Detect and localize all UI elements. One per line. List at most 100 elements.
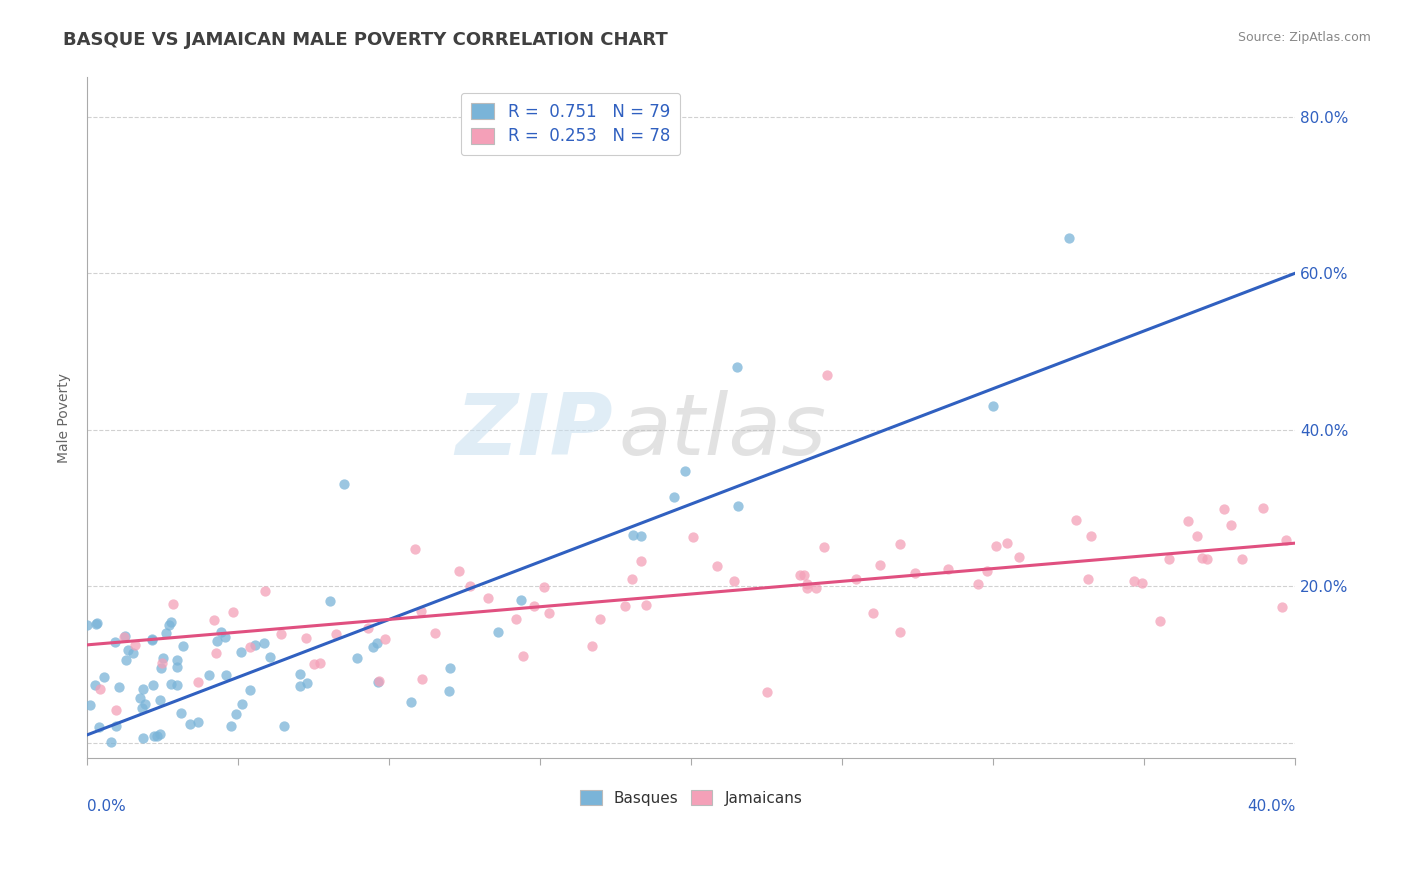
Point xyxy=(187,714,209,729)
Point xyxy=(621,573,644,587)
Point xyxy=(115,653,138,667)
Point xyxy=(1159,552,1181,566)
Point xyxy=(155,626,177,640)
Point xyxy=(1219,518,1241,533)
Point xyxy=(259,650,281,665)
Point xyxy=(793,568,815,582)
Point xyxy=(157,618,180,632)
Point xyxy=(288,679,311,693)
Point xyxy=(160,676,183,690)
Point xyxy=(995,536,1018,550)
Point xyxy=(149,727,172,741)
Point xyxy=(243,638,266,652)
Point xyxy=(806,581,828,595)
Point xyxy=(1077,573,1099,587)
Point xyxy=(253,584,276,599)
Point xyxy=(105,718,128,732)
Point xyxy=(319,594,342,608)
Point xyxy=(983,399,1005,413)
Point xyxy=(512,648,534,663)
Point xyxy=(862,606,884,620)
Text: Source: ZipAtlas.com: Source: ZipAtlas.com xyxy=(1237,31,1371,45)
Point xyxy=(662,490,685,504)
Point xyxy=(214,630,236,644)
Point xyxy=(229,644,252,658)
Point xyxy=(634,599,657,613)
Point xyxy=(1253,501,1275,516)
Point xyxy=(363,640,385,655)
Point xyxy=(105,703,128,717)
Point xyxy=(346,651,368,665)
Point xyxy=(121,646,143,660)
Point xyxy=(589,612,612,626)
Point xyxy=(367,674,389,689)
Point xyxy=(509,592,531,607)
Point xyxy=(613,599,636,613)
Text: 0.0%: 0.0% xyxy=(87,799,127,814)
Point xyxy=(117,642,139,657)
Point xyxy=(1271,599,1294,614)
Point xyxy=(304,657,326,672)
Point xyxy=(796,576,818,591)
Point xyxy=(1230,552,1253,566)
Point xyxy=(477,591,499,606)
Point xyxy=(1275,533,1298,547)
Point xyxy=(486,625,509,640)
Point xyxy=(538,607,561,621)
Point xyxy=(423,625,446,640)
Point xyxy=(411,673,433,687)
Point xyxy=(132,682,155,697)
Point xyxy=(187,674,209,689)
Point xyxy=(100,735,122,749)
Point xyxy=(273,719,295,733)
Point xyxy=(966,577,988,591)
Point xyxy=(366,636,388,650)
Point xyxy=(673,464,696,478)
Point xyxy=(682,530,704,544)
Point xyxy=(202,613,225,627)
Point xyxy=(1212,502,1234,516)
Point xyxy=(87,720,110,734)
Legend: Basques, Jamaicans: Basques, Jamaicans xyxy=(574,784,808,812)
Text: 40.0%: 40.0% xyxy=(1247,799,1295,814)
Point xyxy=(1066,513,1088,527)
Point xyxy=(197,668,219,682)
Point xyxy=(505,612,527,626)
Point xyxy=(172,639,194,653)
Point xyxy=(796,581,818,595)
Point xyxy=(162,597,184,611)
Point xyxy=(889,537,911,551)
Point xyxy=(1080,529,1102,543)
Point xyxy=(231,697,253,711)
Point xyxy=(253,636,276,650)
Text: atlas: atlas xyxy=(619,390,827,473)
Point xyxy=(789,568,811,582)
Point xyxy=(219,719,242,733)
Point xyxy=(132,731,155,745)
Point xyxy=(409,604,432,618)
Point xyxy=(93,670,115,684)
Point xyxy=(630,529,652,543)
Point xyxy=(984,539,1007,553)
Point xyxy=(439,661,461,675)
Point xyxy=(1130,575,1153,590)
Point xyxy=(1187,529,1209,543)
Point xyxy=(869,558,891,572)
Point xyxy=(295,632,318,646)
Text: ZIP: ZIP xyxy=(456,390,613,473)
Point xyxy=(439,683,461,698)
Point xyxy=(288,667,311,681)
Point xyxy=(447,564,470,578)
Point xyxy=(128,690,150,705)
Point xyxy=(755,685,778,699)
Point xyxy=(141,632,163,646)
Point xyxy=(581,640,603,654)
Point xyxy=(134,697,156,711)
Point xyxy=(1057,231,1080,245)
Point xyxy=(630,554,652,568)
Point xyxy=(166,678,188,692)
Text: BASQUE VS JAMAICAN MALE POVERTY CORRELATION CHART: BASQUE VS JAMAICAN MALE POVERTY CORRELAT… xyxy=(63,31,668,49)
Point xyxy=(1195,552,1218,566)
Point xyxy=(727,499,749,513)
Point xyxy=(146,729,169,743)
